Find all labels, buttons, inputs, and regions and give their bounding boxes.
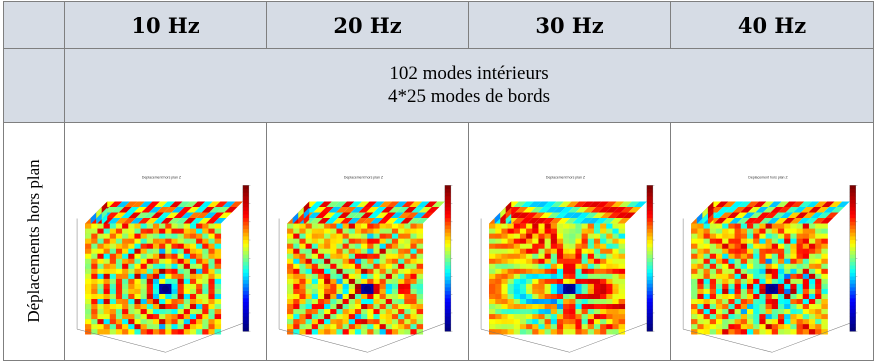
plot-title: Deplacement hors plan Z (142, 175, 182, 179)
plot-cell-20hz: Deplacement hors plan Z (266, 121, 469, 362)
plot-title: Deplacement hors plan Z (748, 175, 788, 179)
source-marker (161, 285, 170, 293)
row-label-cell: Déplacements hors plan (3, 121, 65, 362)
plot-axes (278, 218, 448, 353)
plot-cell-30hz: Deplacement hors plan Z (468, 121, 671, 362)
cube-top-face (287, 201, 445, 224)
modes-edge-text: 4*25 modes de bords (387, 86, 550, 108)
plot-axes (76, 218, 246, 353)
row-label: Déplacements hors plan (24, 159, 43, 323)
frequency-header-row: 10 Hz 20 Hz 30 Hz 40 Hz (3, 0, 874, 50)
colorbar (444, 184, 453, 332)
cube-top-face (85, 201, 243, 224)
colorbar (849, 184, 858, 332)
source-marker (768, 285, 776, 293)
colorbar (242, 184, 251, 332)
cube-top-face (489, 201, 647, 224)
results-table: 10 Hz 20 Hz 30 Hz 40 Hz 102 modes intéri… (3, 0, 874, 362)
plot-cell-10hz: Deplacement hors plan Z (64, 121, 267, 362)
cube-front-face (85, 223, 222, 335)
colorbar (646, 184, 655, 332)
frequency-header-30: 30 Hz (468, 0, 671, 50)
modes-interior-text: 102 modes intérieurs (389, 63, 549, 85)
frequency-header-20: 20 Hz (266, 0, 469, 50)
frequency-header-10: 10 Hz (64, 0, 267, 50)
plot-title: Deplacement hors plan Z (344, 175, 384, 179)
cube-plot-20hz: Deplacement hors plan Z (278, 175, 453, 353)
plot-title: Deplacement hors plan Z (546, 175, 586, 179)
source-marker (363, 285, 372, 293)
plots-row: Déplacements hors plan Deplacement hors … (3, 121, 874, 362)
plot-axes (682, 218, 853, 353)
cube-front-face (489, 223, 626, 335)
plot-cell-40hz: Deplacement hors plan Z (670, 121, 874, 362)
cube-plot-30hz: Deplacement hors plan Z (480, 175, 655, 353)
modes-row: 102 modes intérieurs 4*25 modes de bords (3, 48, 874, 123)
modes-cell: 102 modes intérieurs 4*25 modes de bords (64, 48, 874, 123)
corner-cell (3, 0, 65, 50)
cube-plot-10hz: Deplacement hors plan Z (76, 175, 251, 353)
plot-axes (480, 218, 650, 353)
frequency-header-40: 40 Hz (670, 0, 874, 50)
cube-front-face (287, 223, 424, 335)
source-marker (565, 285, 574, 293)
cube-top-face (691, 201, 850, 224)
cube-front-face (691, 223, 828, 335)
modes-stub-cell (3, 48, 65, 123)
cube-plot-40hz: Deplacement hors plan Z (682, 175, 858, 353)
